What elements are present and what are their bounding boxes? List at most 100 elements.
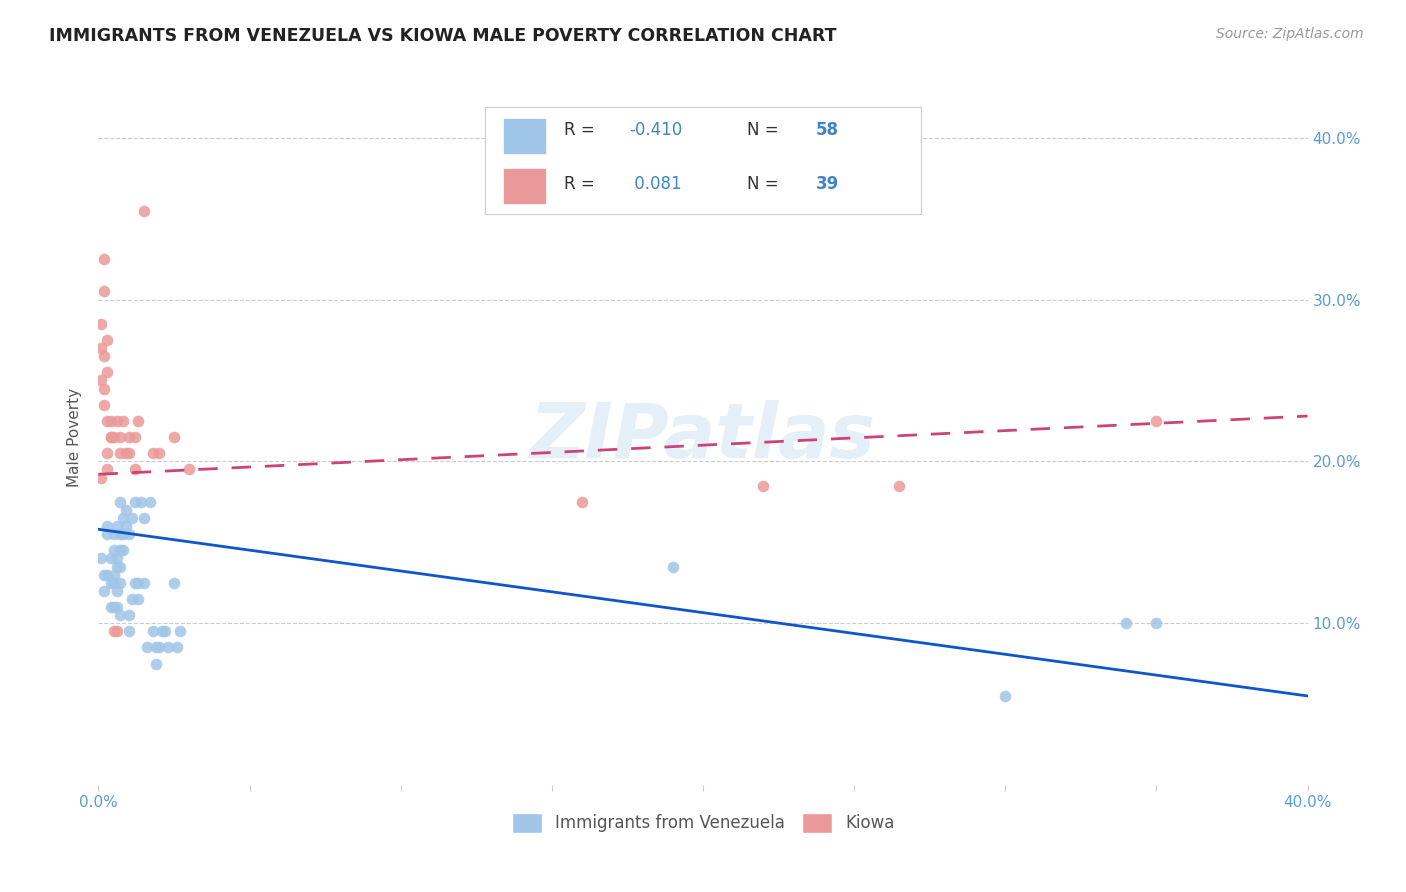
Point — [1144, 414, 1167, 428]
Point — [90, 374, 112, 388]
Point — [118, 624, 141, 639]
Point — [105, 559, 128, 574]
Point — [139, 495, 162, 509]
Point — [111, 511, 134, 525]
Text: ZIPatlas: ZIPatlas — [530, 401, 876, 474]
Point — [661, 559, 683, 574]
Point — [145, 640, 167, 655]
Point — [124, 462, 146, 476]
Point — [994, 689, 1017, 703]
Point — [132, 203, 155, 218]
Point — [571, 495, 593, 509]
Point — [108, 575, 131, 590]
Point — [114, 503, 136, 517]
Point — [121, 511, 143, 525]
Point — [135, 640, 157, 655]
Point — [118, 446, 141, 460]
Point — [105, 551, 128, 566]
Point — [114, 519, 136, 533]
Point — [752, 478, 775, 492]
Y-axis label: Male Poverty: Male Poverty — [67, 387, 83, 487]
Point — [103, 543, 125, 558]
Point — [889, 478, 911, 492]
Point — [118, 430, 141, 444]
Point — [96, 333, 118, 347]
Point — [132, 575, 155, 590]
Point — [1115, 616, 1137, 631]
Point — [100, 430, 122, 444]
Text: IMMIGRANTS FROM VENEZUELA VS KIOWA MALE POVERTY CORRELATION CHART: IMMIGRANTS FROM VENEZUELA VS KIOWA MALE … — [49, 27, 837, 45]
Point — [93, 583, 115, 598]
Point — [96, 365, 118, 379]
Point — [127, 414, 149, 428]
Point — [124, 495, 146, 509]
Point — [90, 341, 112, 355]
Point — [103, 624, 125, 639]
Point — [105, 599, 128, 614]
Point — [166, 640, 188, 655]
Point — [108, 559, 131, 574]
Point — [118, 527, 141, 541]
Point — [179, 462, 201, 476]
Text: Source: ZipAtlas.com: Source: ZipAtlas.com — [1216, 27, 1364, 41]
Point — [100, 414, 122, 428]
Point — [124, 430, 146, 444]
Point — [108, 527, 131, 541]
Point — [103, 575, 125, 590]
Point — [96, 446, 118, 460]
Point — [127, 575, 149, 590]
Point — [96, 527, 118, 541]
Point — [127, 591, 149, 606]
Point — [108, 495, 131, 509]
Point — [90, 317, 112, 331]
Point — [150, 624, 173, 639]
Point — [148, 640, 170, 655]
Point — [145, 657, 167, 671]
Point — [153, 624, 176, 639]
Point — [111, 527, 134, 541]
Point — [90, 470, 112, 484]
Point — [105, 583, 128, 598]
Point — [93, 349, 115, 363]
Point — [103, 527, 125, 541]
Point — [163, 430, 186, 444]
Point — [111, 414, 134, 428]
Point — [1144, 616, 1167, 631]
Point — [111, 543, 134, 558]
Point — [108, 430, 131, 444]
Point — [148, 446, 170, 460]
Point — [93, 252, 115, 266]
Point — [105, 519, 128, 533]
Point — [156, 640, 179, 655]
Point — [103, 599, 125, 614]
Point — [103, 567, 125, 582]
Point — [114, 446, 136, 460]
Legend: Immigrants from Venezuela, Kiowa: Immigrants from Venezuela, Kiowa — [505, 806, 901, 839]
Point — [105, 414, 128, 428]
Point — [121, 591, 143, 606]
Point — [108, 608, 131, 623]
Point — [93, 398, 115, 412]
Point — [96, 414, 118, 428]
Point — [142, 446, 165, 460]
Point — [100, 551, 122, 566]
Point — [93, 382, 115, 396]
Point — [132, 511, 155, 525]
Point — [105, 624, 128, 639]
Point — [100, 575, 122, 590]
Point — [169, 624, 191, 639]
Point — [96, 519, 118, 533]
Point — [96, 567, 118, 582]
Point — [100, 599, 122, 614]
Point — [108, 446, 131, 460]
Point — [142, 624, 165, 639]
Point — [90, 551, 112, 566]
Point — [118, 608, 141, 623]
Point — [93, 567, 115, 582]
Point — [163, 575, 186, 590]
Point — [124, 575, 146, 590]
Point — [93, 285, 115, 299]
Point — [96, 462, 118, 476]
Point — [100, 430, 122, 444]
Point — [103, 430, 125, 444]
